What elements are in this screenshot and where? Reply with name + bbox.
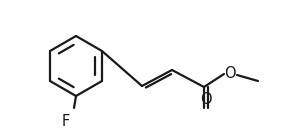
Text: F: F [62, 114, 70, 129]
Text: O: O [200, 92, 211, 107]
Text: O: O [224, 67, 236, 82]
